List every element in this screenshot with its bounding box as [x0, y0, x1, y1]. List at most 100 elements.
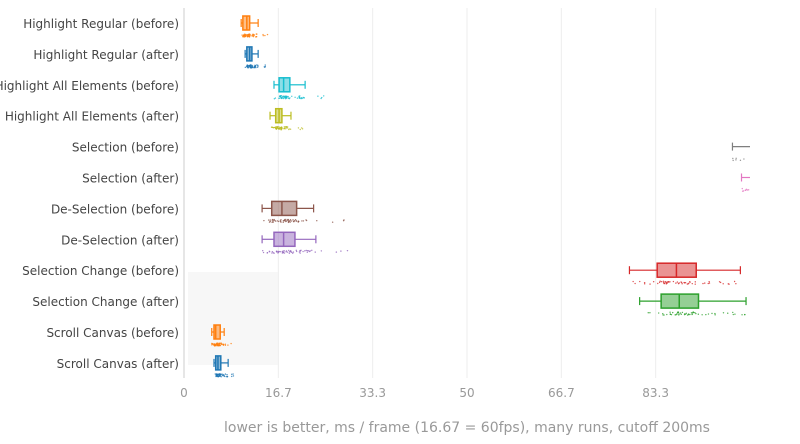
data-point	[301, 97, 303, 100]
data-point	[743, 158, 745, 160]
data-point	[297, 221, 299, 223]
data-point	[231, 375, 233, 378]
data-point	[316, 220, 318, 222]
category-label: De-Selection (before)	[51, 202, 179, 216]
data-point	[255, 33, 258, 35]
data-point	[278, 97, 280, 100]
data-point	[262, 250, 264, 252]
data-point	[681, 311, 684, 314]
data-point	[285, 218, 287, 221]
data-point	[287, 221, 290, 224]
box-series[interactable]	[628, 262, 741, 285]
data-point	[664, 281, 667, 283]
data-point	[299, 128, 301, 131]
data-point	[266, 33, 269, 36]
box-series[interactable]	[261, 231, 349, 254]
box-iqr	[213, 324, 221, 340]
data-point	[232, 373, 234, 375]
data-point	[279, 95, 282, 98]
data-point	[222, 373, 224, 376]
box-series[interactable]	[740, 173, 750, 192]
data-point	[286, 126, 289, 128]
data-point	[251, 35, 253, 37]
box-series[interactable]	[261, 200, 345, 224]
data-point	[643, 283, 646, 285]
data-point	[732, 313, 734, 316]
data-point	[249, 34, 252, 36]
data-point	[244, 33, 247, 36]
data-point	[677, 311, 679, 314]
data-point	[246, 66, 248, 68]
data-point	[249, 64, 251, 67]
box-series[interactable]	[211, 324, 232, 347]
box-series[interactable]	[213, 355, 235, 378]
data-point	[275, 250, 278, 253]
data-point	[346, 249, 349, 252]
data-point	[675, 282, 677, 284]
data-point	[252, 34, 255, 36]
category-label: Selection (before)	[72, 141, 179, 155]
data-point	[244, 35, 247, 38]
data-point	[287, 220, 290, 222]
data-point	[714, 312, 716, 315]
data-point	[304, 250, 306, 252]
data-point	[262, 33, 264, 36]
data-point	[277, 220, 280, 223]
data-point	[294, 96, 296, 98]
box-series[interactable]	[639, 293, 747, 316]
data-point	[694, 312, 696, 314]
data-point	[708, 282, 711, 284]
data-point	[728, 283, 730, 285]
x-tick-label: 0	[180, 386, 188, 400]
data-point	[215, 342, 218, 345]
data-point	[243, 34, 246, 36]
data-point	[647, 312, 649, 314]
data-point	[280, 126, 283, 128]
data-point	[666, 313, 668, 316]
data-point	[286, 127, 288, 129]
data-point	[735, 157, 737, 160]
grid-lines	[183, 8, 657, 378]
data-point	[718, 281, 721, 283]
data-point	[686, 314, 689, 316]
data-point	[666, 282, 668, 284]
box-series[interactable]	[269, 107, 304, 131]
data-point	[695, 312, 697, 315]
data-point	[306, 251, 309, 254]
box-iqr	[270, 200, 298, 217]
box-iqr	[278, 77, 291, 93]
data-point	[323, 95, 325, 97]
data-point	[224, 343, 227, 345]
box-series[interactable]	[273, 77, 325, 100]
data-point	[292, 251, 295, 253]
data-point	[307, 250, 310, 252]
data-point	[224, 373, 227, 375]
data-point	[262, 34, 264, 37]
data-point	[681, 283, 683, 285]
hover-highlight	[188, 272, 278, 365]
box-series[interactable]	[240, 15, 269, 38]
data-point	[273, 98, 276, 100]
data-point	[288, 249, 290, 252]
data-point	[680, 313, 682, 316]
box-series[interactable]	[244, 46, 267, 69]
data-point	[255, 36, 257, 38]
data-point	[283, 96, 285, 98]
data-point	[733, 280, 736, 283]
data-point	[268, 250, 271, 252]
data-point	[679, 312, 682, 314]
category-label: Highlight Regular (after)	[33, 48, 179, 62]
category-label: Scroll Canvas (after)	[57, 357, 179, 371]
data-point	[746, 189, 749, 191]
data-point	[214, 373, 216, 375]
data-point	[253, 65, 256, 68]
category-label: Selection Change (before)	[22, 264, 179, 278]
data-point	[707, 313, 710, 315]
data-point	[221, 373, 223, 375]
data-point	[301, 220, 303, 222]
data-point	[219, 344, 221, 346]
data-point	[246, 64, 249, 66]
box-series[interactable]	[731, 142, 750, 162]
data-point	[734, 313, 736, 315]
data-point	[263, 219, 265, 222]
